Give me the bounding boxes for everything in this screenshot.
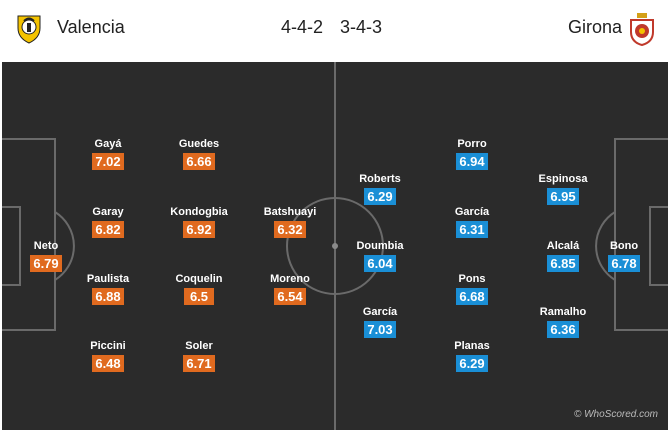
pitch: Gayá 7.02 Guedes 6.66 Garay 6.82 Kondogb… bbox=[2, 62, 668, 430]
home-player[interactable]: Moreno 6.54 bbox=[250, 272, 330, 306]
player-name: Alcalá bbox=[546, 240, 580, 252]
away-player[interactable]: Pons 6.68 bbox=[432, 272, 512, 306]
player-name: Moreno bbox=[270, 273, 310, 285]
away-player[interactable]: Porro 6.94 bbox=[432, 137, 512, 171]
home-player[interactable]: Garay 6.82 bbox=[68, 205, 148, 239]
home-team-name[interactable]: Valencia bbox=[57, 17, 125, 37]
player-name: Paulista bbox=[86, 273, 130, 285]
player-name: Porro bbox=[457, 138, 487, 150]
player-rating: 6.95 bbox=[547, 188, 579, 205]
home-player[interactable]: Batshuayi 6.32 bbox=[250, 205, 330, 239]
player-rating: 6.32 bbox=[274, 221, 306, 238]
away-player[interactable]: García 6.31 bbox=[432, 205, 512, 239]
valencia-crest-icon bbox=[17, 15, 41, 44]
player-name: Piccini bbox=[90, 340, 126, 352]
player-rating: 6.79 bbox=[30, 255, 62, 272]
away-player[interactable]: Alcalá 6.85 bbox=[523, 239, 603, 273]
player-name: Ramalho bbox=[539, 306, 587, 318]
player-rating: 6.54 bbox=[274, 288, 306, 305]
player-name: Planas bbox=[454, 340, 490, 352]
away-player[interactable]: Bono 6.78 bbox=[584, 239, 664, 273]
home-player[interactable]: Paulista 6.88 bbox=[68, 272, 148, 306]
player-name: Doumbia bbox=[356, 240, 404, 252]
player-rating: 6.92 bbox=[183, 221, 215, 238]
player-name: Bono bbox=[609, 240, 639, 252]
home-player[interactable]: Guedes 6.66 bbox=[159, 137, 239, 171]
player-rating: 7.02 bbox=[92, 153, 124, 170]
home-player[interactable]: Gayá 7.02 bbox=[68, 137, 148, 171]
player-rating: 6.5 bbox=[184, 288, 214, 305]
watermark: © WhoScored.com bbox=[573, 409, 658, 420]
match-header: Valencia 4-4-2 3-4-3 Girona bbox=[0, 0, 671, 58]
away-formation: 3-4-3 bbox=[340, 17, 383, 37]
home-player[interactable]: Piccini 6.48 bbox=[68, 339, 148, 373]
player-rating: 7.03 bbox=[364, 321, 396, 338]
away-player[interactable]: Doumbia 6.04 bbox=[340, 239, 420, 273]
pitch-lines bbox=[2, 62, 668, 430]
away-player[interactable]: García 7.03 bbox=[340, 305, 420, 339]
home-player[interactable]: Neto 6.79 bbox=[6, 239, 86, 273]
player-rating: 6.29 bbox=[456, 355, 488, 372]
player-name: Kondogbia bbox=[170, 206, 228, 218]
player-rating: 6.31 bbox=[456, 221, 488, 238]
player-rating: 6.82 bbox=[92, 221, 124, 238]
player-name: Espinosa bbox=[538, 173, 588, 185]
player-name: Neto bbox=[33, 240, 59, 252]
player-rating: 6.85 bbox=[547, 255, 579, 272]
away-player[interactable]: Espinosa 6.95 bbox=[523, 172, 603, 206]
away-player[interactable]: Roberts 6.29 bbox=[340, 172, 420, 206]
home-formation: 4-4-2 bbox=[281, 17, 324, 37]
player-name: Soler bbox=[185, 340, 213, 352]
player-name: Guedes bbox=[178, 138, 220, 150]
player-rating: 6.48 bbox=[92, 355, 124, 372]
player-name: Coquelin bbox=[175, 273, 223, 285]
home-player[interactable]: Kondogbia 6.92 bbox=[159, 205, 239, 239]
away-team-name[interactable]: Girona bbox=[568, 17, 623, 37]
girona-crest-icon bbox=[630, 13, 654, 46]
player-rating: 6.36 bbox=[547, 321, 579, 338]
player-rating: 6.04 bbox=[364, 255, 396, 272]
away-player[interactable]: Planas 6.29 bbox=[432, 339, 512, 373]
player-rating: 6.78 bbox=[608, 255, 640, 272]
player-name: Gayá bbox=[94, 138, 122, 150]
player-rating: 6.94 bbox=[456, 153, 488, 170]
player-rating: 6.71 bbox=[183, 355, 215, 372]
player-name: Pons bbox=[458, 273, 486, 285]
player-rating: 6.29 bbox=[364, 188, 396, 205]
player-name: García bbox=[362, 306, 398, 318]
home-player[interactable]: Coquelin 6.5 bbox=[159, 272, 239, 306]
player-name: García bbox=[454, 206, 490, 218]
player-rating: 6.68 bbox=[456, 288, 488, 305]
player-rating: 6.66 bbox=[183, 153, 215, 170]
player-name: Batshuayi bbox=[263, 206, 317, 218]
home-player[interactable]: Soler 6.71 bbox=[159, 339, 239, 373]
player-name: Garay bbox=[92, 206, 124, 218]
player-name: Roberts bbox=[359, 173, 401, 185]
away-player[interactable]: Ramalho 6.36 bbox=[523, 305, 603, 339]
player-rating: 6.88 bbox=[92, 288, 124, 305]
